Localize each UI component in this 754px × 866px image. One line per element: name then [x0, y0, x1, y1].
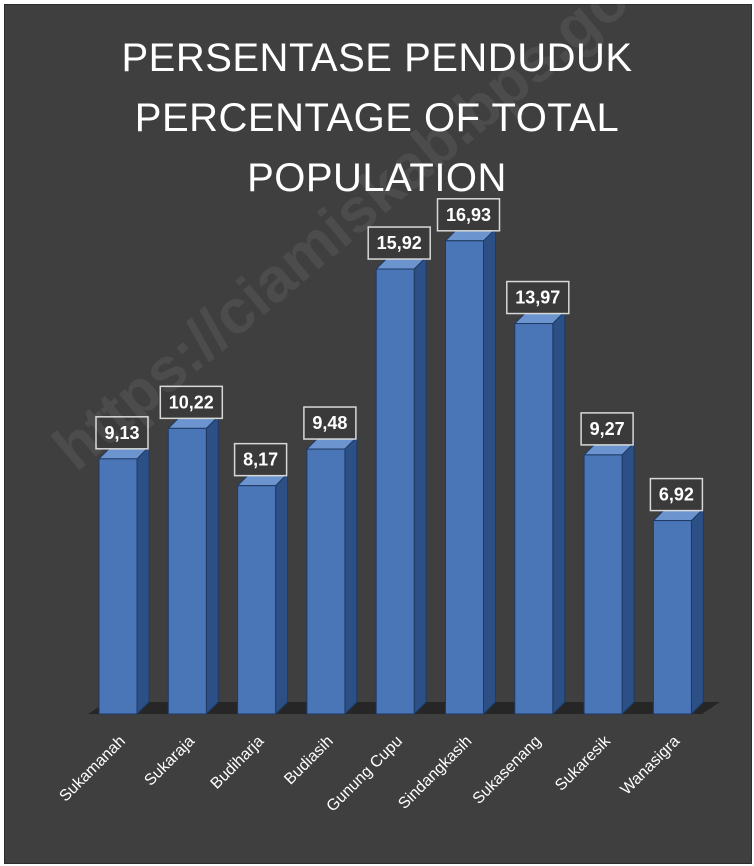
data-label-box [367, 226, 431, 260]
category-label: Wanasigra [618, 733, 684, 799]
data-label-box [436, 198, 501, 232]
data-label-box [95, 416, 149, 450]
chart-title: PERSENTASE PENDUDUK PERCENTAGE OF TOTAL … [0, 28, 754, 208]
bar [583, 454, 623, 715]
data-label: 10,22 [169, 392, 214, 412]
data-label: 15,92 [377, 233, 422, 253]
bar [98, 458, 138, 715]
bar-side [205, 415, 219, 716]
chart-title-line-3: POPULATION [247, 156, 507, 200]
bar-side [621, 441, 635, 716]
bar [167, 427, 207, 715]
bar [652, 520, 692, 715]
data-label: 9,27 [590, 419, 625, 439]
data-label: 9,13 [104, 423, 139, 443]
bar [445, 240, 484, 715]
category-label: Budiasih [281, 733, 336, 788]
data-label-box [580, 412, 634, 446]
bar-side [136, 445, 150, 716]
category-label: Sukamanah [56, 733, 128, 805]
category-label: Budiharja [208, 733, 268, 793]
bar-side [413, 255, 427, 716]
data-label: 9,48 [312, 413, 347, 433]
bar-side [483, 227, 496, 716]
data-label-box [506, 280, 570, 315]
data-label-box [303, 406, 357, 440]
data-label-box [159, 385, 224, 420]
data-label-box [649, 477, 704, 512]
bar-side [552, 310, 566, 716]
data-label: 16,93 [446, 205, 491, 225]
bar [237, 485, 277, 715]
category-label: Sukaraja [141, 733, 198, 790]
data-label-box [233, 442, 288, 477]
chart-title-line-2: PERCENTAGE OF TOTAL [134, 96, 620, 140]
bar-side [344, 435, 358, 716]
bar-side [690, 507, 704, 716]
bar [306, 448, 346, 715]
category-label: Sukasenang [470, 733, 545, 808]
chart-title-line-1: PERSENTASE PENDUDUK [121, 36, 633, 80]
data-label: 6,92 [659, 485, 694, 505]
data-label: 8,17 [243, 450, 278, 470]
bar [375, 268, 415, 715]
category-label: Sindangkasih [395, 733, 475, 813]
category-label: Sukaresik [552, 732, 614, 794]
data-label: 13,97 [515, 288, 560, 308]
bar [514, 323, 554, 715]
bar-side [275, 472, 289, 716]
